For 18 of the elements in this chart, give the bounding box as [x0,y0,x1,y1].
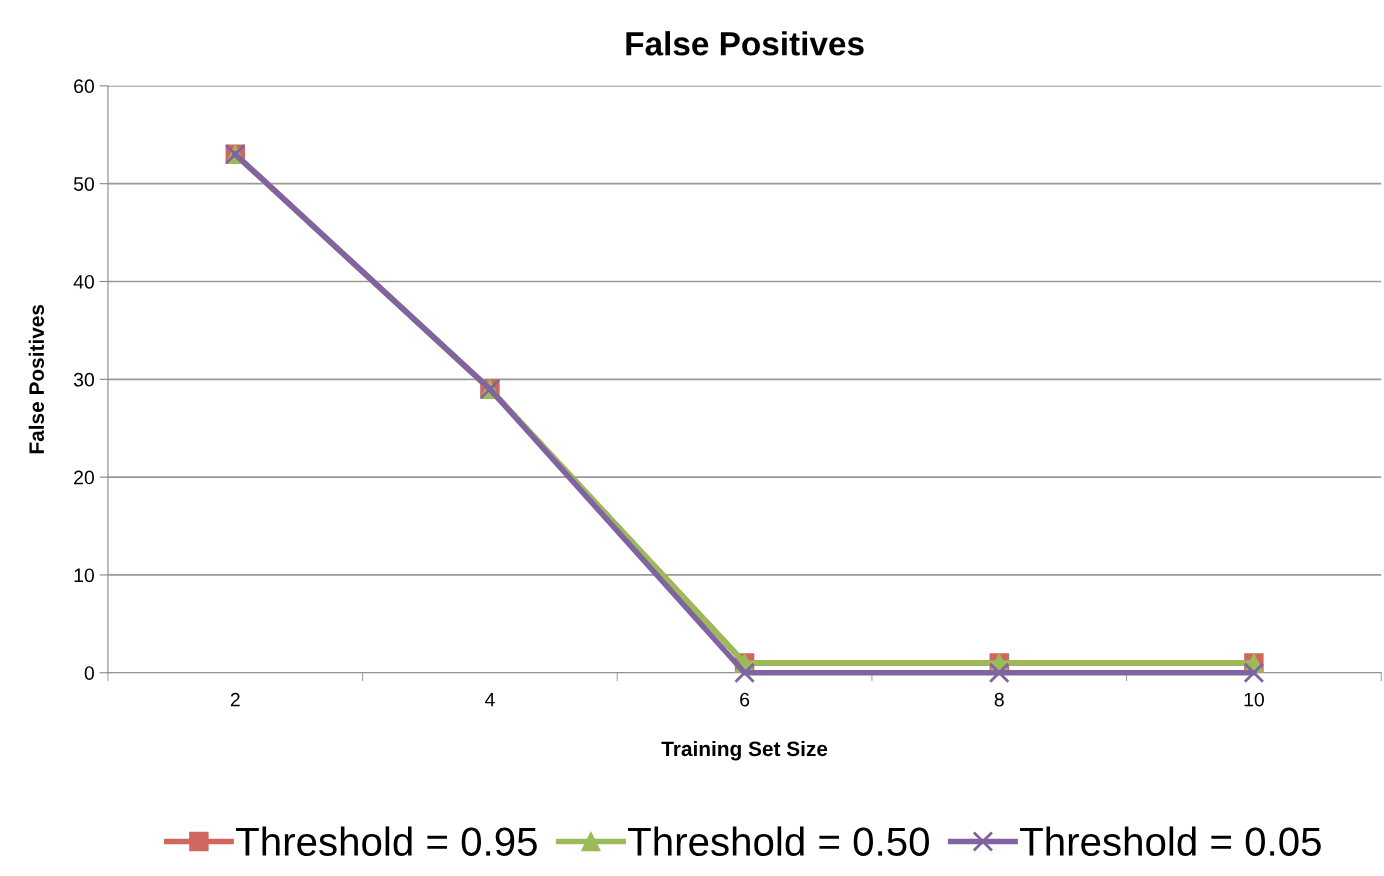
x-tick-label: 6 [740,692,750,707]
y-axis-title: False Positives [28,304,45,454]
y-tick-label: 60 [74,79,94,94]
y-tick-label: 20 [74,470,94,485]
chart-title: False Positives [626,31,864,56]
x-tick-label: 8 [994,692,1004,707]
x-tick-label: 10 [1244,692,1264,707]
y-tick-label: 40 [73,274,94,289]
y-tick-label: 30 [73,372,94,387]
legend-label: Threshold = 0.95 [236,826,537,856]
legend-label: Threshold = 0.50 [628,826,929,856]
y-tick-label: 10 [74,568,94,583]
y-tick-label: 0 [84,666,94,681]
x-tick-label: 2 [230,692,240,707]
y-tick-label: 50 [73,177,94,191]
legend-label: Threshold = 0.05 [1020,826,1321,856]
x-tick-label: 4 [484,692,495,707]
x-axis-title: Training Set Size [661,740,828,761]
